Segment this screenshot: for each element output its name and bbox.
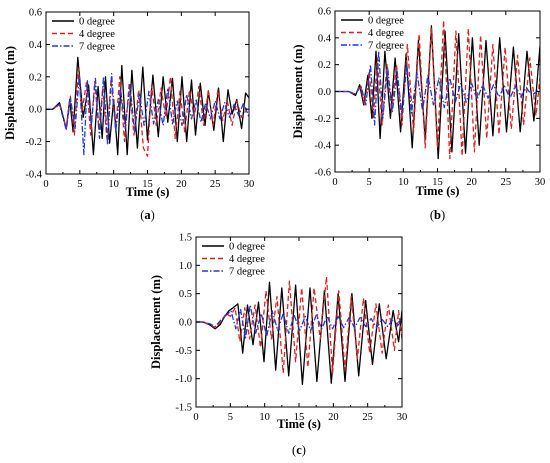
y-axis-label: Displacement (m) xyxy=(149,275,163,369)
series-line-7-degree xyxy=(196,304,402,340)
y-tick-label: -1.5 xyxy=(175,403,192,414)
subfigure-caption: (a) xyxy=(140,208,155,222)
x-tick-label: 5 xyxy=(77,179,82,190)
legend-entry: 0 degree xyxy=(229,242,265,253)
y-tick-label: 0.0 xyxy=(29,105,42,116)
y-tick-label: 0.4 xyxy=(318,33,332,44)
x-tick-label: 0 xyxy=(193,412,198,423)
x-tick-label: 0 xyxy=(332,177,337,188)
y-tick-label: -0.4 xyxy=(314,141,331,152)
y-tick-label: -0.2 xyxy=(314,114,331,125)
x-tick-label: 30 xyxy=(397,412,408,423)
y-tick-label: 1.0 xyxy=(179,261,192,272)
chart-0: 0 5 10 15 20 25 30 -0.4 -0.2 0.0 0.2 0.4 0.6 Time (s)… xyxy=(3,8,254,223)
x-tick-label: 15 xyxy=(432,177,443,188)
y-tick-label: 0.2 xyxy=(29,72,42,83)
y-axis-label: Displacement (m) xyxy=(291,44,305,138)
legend-entry: 7 degree xyxy=(79,42,115,53)
x-axis-label: Time (s) xyxy=(126,185,170,199)
x-axis-label: Time (s) xyxy=(416,184,460,198)
y-tick-label: 0.4 xyxy=(29,40,43,51)
x-axis-label: Time (s) xyxy=(277,417,321,431)
x-tick-label: 10 xyxy=(108,179,119,190)
y-tick-label: 0.5 xyxy=(179,289,192,300)
x-tick-label: 25 xyxy=(210,179,221,190)
x-tick-label: 10 xyxy=(259,412,270,423)
x-tick-label: 25 xyxy=(362,412,373,423)
y-tick-label: 0.0 xyxy=(318,87,331,98)
x-tick-label: 0 xyxy=(43,179,48,190)
series-line-4-degree xyxy=(46,68,249,157)
legend-entry: 4 degree xyxy=(368,28,404,39)
y-tick-label: -0.6 xyxy=(314,168,331,179)
x-tick-label: 20 xyxy=(466,177,477,188)
x-tick-label: 15 xyxy=(142,179,153,190)
y-tick-label: 0.0 xyxy=(179,318,192,329)
x-tick-label: 5 xyxy=(228,412,233,423)
x-tick-label: 20 xyxy=(328,412,339,423)
chart-1: 0 5 10 15 20 25 30 -0.6 -0.4 -0.2 0.0 0.2 0.4 0.6 Time… xyxy=(291,7,545,223)
y-tick-label: -0.5 xyxy=(175,346,192,357)
y-tick-label: 1.5 xyxy=(179,233,192,244)
series-line-0-degree xyxy=(196,281,402,385)
subfigure-caption: (b) xyxy=(430,208,445,222)
x-tick-label: 25 xyxy=(501,177,512,188)
series-line-7-degree xyxy=(335,50,540,126)
legend-entry: 4 degree xyxy=(229,254,265,265)
series-line-4-degree xyxy=(196,276,402,374)
y-tick-label: -0.4 xyxy=(25,170,42,181)
x-tick-label: 10 xyxy=(398,177,409,188)
series-line-7-degree xyxy=(46,72,249,156)
x-tick-label: 5 xyxy=(367,177,372,188)
y-axis-label: Displacement (m) xyxy=(3,46,17,140)
x-tick-label: 30 xyxy=(535,177,546,188)
legend-entry: 4 degree xyxy=(79,29,115,40)
y-tick-label: -0.2 xyxy=(25,137,42,148)
legend-entry: 7 degree xyxy=(368,41,404,52)
chart-2: 0 5 10 15 20 25 30 -1.5 -1.0 -0.5 0.0 0.5 1.0 1.5 Time… xyxy=(149,233,407,458)
x-tick-label: 15 xyxy=(294,412,305,423)
legend-entry: 0 degree xyxy=(79,17,115,28)
x-tick-label: 20 xyxy=(176,179,187,190)
y-tick-label: 0.2 xyxy=(318,60,331,71)
legend-entry: 7 degree xyxy=(229,267,265,278)
legend-entry: 0 degree xyxy=(368,16,404,27)
y-tick-label: 0.6 xyxy=(29,8,42,19)
y-tick-label: -1.0 xyxy=(175,374,192,385)
subfigure-caption: (c) xyxy=(292,443,306,457)
series-line-4-degree xyxy=(335,19,540,160)
y-tick-label: 0.6 xyxy=(318,7,331,18)
x-tick-label: 30 xyxy=(244,179,255,190)
